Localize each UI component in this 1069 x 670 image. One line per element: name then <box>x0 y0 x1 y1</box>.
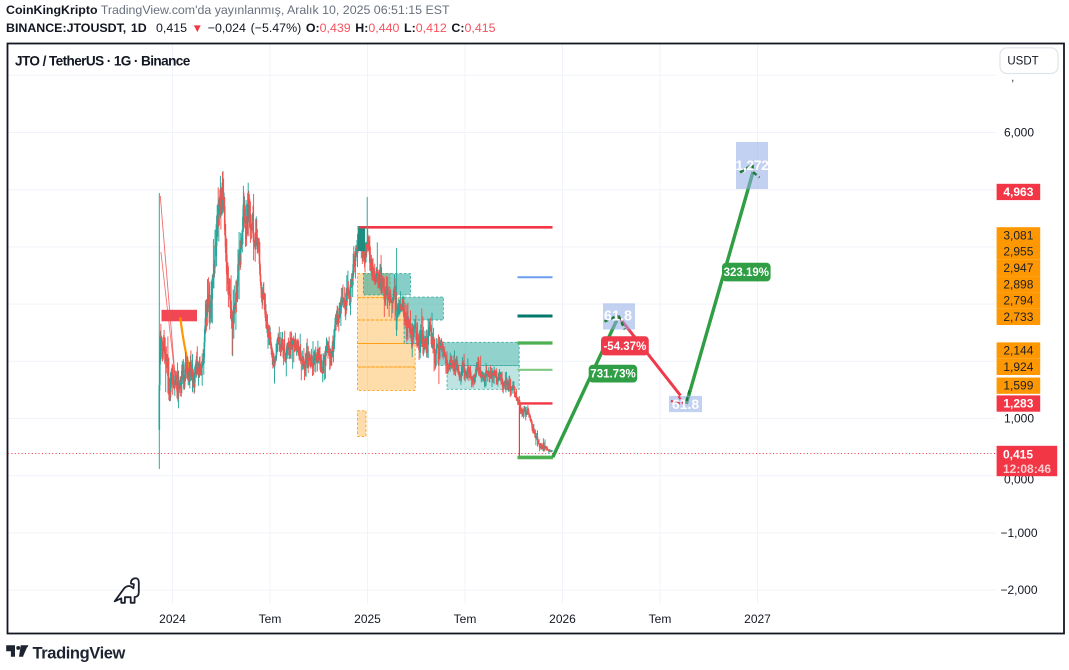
svg-text:Tem: Tem <box>259 612 282 626</box>
svg-text:731.73%: 731.73% <box>590 369 635 381</box>
svg-text:-54.37%: -54.37% <box>603 341 646 353</box>
svg-text:2,898: 2,898 <box>1003 277 1033 291</box>
svg-text:TradingView: TradingView <box>33 644 126 662</box>
svg-text:−2,000: −2,000 <box>1000 583 1037 597</box>
svg-text:323.19%: 323.19% <box>724 267 769 279</box>
svg-text:4,963: 4,963 <box>1003 185 1033 199</box>
svg-text:2,794: 2,794 <box>1003 294 1033 308</box>
svg-text:2027: 2027 <box>744 612 771 626</box>
svg-text:Tem: Tem <box>649 612 672 626</box>
svg-text:JTO / TetherUS · 1G · Binance: JTO / TetherUS · 1G · Binance <box>15 54 191 69</box>
svg-text:0,415: 0,415 <box>1003 448 1033 462</box>
svg-text:61.8: 61.8 <box>604 309 632 325</box>
svg-text:−1,000: −1,000 <box>1000 526 1037 540</box>
svg-text:2,733: 2,733 <box>1003 310 1033 324</box>
svg-text:12:08:46: 12:08:46 <box>1003 462 1051 476</box>
svg-text:1,283: 1,283 <box>1003 397 1033 411</box>
svg-text:Tem: Tem <box>454 612 477 626</box>
svg-text:2,955: 2,955 <box>1003 245 1033 259</box>
svg-text:USDT: USDT <box>1007 56 1038 68</box>
svg-text:1,924: 1,924 <box>1003 360 1033 374</box>
svg-text:0,000: 0,000 <box>1004 473 1034 487</box>
svg-text:1,272: 1,272 <box>735 157 769 173</box>
svg-text:2,144: 2,144 <box>1003 344 1033 358</box>
svg-text:6,000: 6,000 <box>1004 126 1034 140</box>
svg-text:1,000: 1,000 <box>1004 411 1034 425</box>
svg-text:61.8: 61.8 <box>672 396 699 412</box>
svg-text:3,081: 3,081 <box>1003 228 1033 242</box>
svg-text:2024: 2024 <box>159 612 186 626</box>
svg-text:2026: 2026 <box>549 612 576 626</box>
svg-text:2,947: 2,947 <box>1003 261 1033 275</box>
svg-text:2025: 2025 <box>354 612 381 626</box>
svg-text:1,599: 1,599 <box>1003 379 1033 393</box>
svg-text:,: , <box>1011 70 1014 84</box>
